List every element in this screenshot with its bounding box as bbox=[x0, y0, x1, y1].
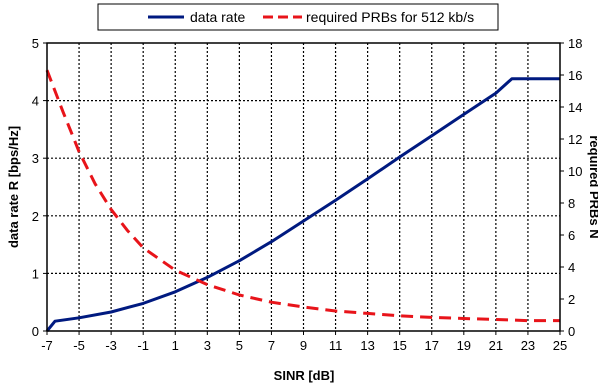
x-tick-label: -5 bbox=[73, 338, 85, 353]
y2-tick-label: 14 bbox=[568, 100, 582, 115]
x-tick-label: 19 bbox=[457, 338, 471, 353]
y-tick-label: 0 bbox=[32, 324, 39, 339]
y-axis-title: data rate R [bps/Hz] bbox=[6, 126, 21, 248]
x-tick-label: 7 bbox=[268, 338, 275, 353]
x-tick-label: 25 bbox=[553, 338, 567, 353]
x-tick-label: 23 bbox=[521, 338, 535, 353]
series-line-data-rate bbox=[45, 77, 560, 332]
y2-tick-label: 16 bbox=[568, 68, 582, 83]
x-tick-label: 11 bbox=[329, 338, 343, 353]
y2-tick-label: 12 bbox=[568, 132, 582, 147]
x-tick-label: -7 bbox=[41, 338, 53, 353]
y-tick-label: 1 bbox=[32, 266, 39, 281]
x-tick-labels: -7 -5 -3 -1 1 3 5 7 9 11 13 15 17 19 21 23 25 bbox=[41, 331, 567, 353]
y-tick-label: 4 bbox=[32, 94, 39, 109]
y-tick-label: 3 bbox=[32, 151, 39, 166]
x-tick-label: -1 bbox=[137, 338, 149, 353]
x-tick-label: 15 bbox=[392, 338, 406, 353]
x-tick-label: 13 bbox=[360, 338, 374, 353]
x-tick-label: 9 bbox=[300, 338, 307, 353]
legend-label-data-rate: data rate bbox=[190, 9, 245, 25]
series-line-required-prbs bbox=[45, 69, 560, 323]
y2-tick-label: 4 bbox=[568, 260, 575, 275]
y-tick-label: 2 bbox=[32, 209, 39, 224]
x-tick-label: 3 bbox=[204, 338, 211, 353]
x-tick-label: 21 bbox=[489, 338, 503, 353]
legend: data rate required PRBs for 512 kb/s bbox=[97, 3, 499, 31]
y2-tick-label: 10 bbox=[568, 164, 582, 179]
legend-label-prbs: required PRBs for 512 kb/s bbox=[306, 9, 474, 25]
y2-axis-title: required PRBs N bbox=[587, 135, 598, 238]
y2-tick-labels: 0 2 4 6 8 10 12 14 16 18 bbox=[560, 36, 582, 339]
x-axis-title: SINR [dB] bbox=[274, 368, 335, 383]
y2-tick-label: 18 bbox=[568, 36, 582, 51]
y-tick-labels: 0 1 2 3 4 5 bbox=[32, 36, 47, 339]
grid-layer bbox=[47, 43, 560, 331]
x-tick-label: 17 bbox=[425, 338, 439, 353]
x-tick-label: -3 bbox=[105, 338, 117, 353]
y2-tick-label: 6 bbox=[568, 228, 575, 243]
y2-tick-label: 0 bbox=[568, 324, 575, 339]
x-tick-label: 1 bbox=[172, 338, 179, 353]
y2-tick-label: 8 bbox=[568, 196, 575, 211]
y-tick-label: 5 bbox=[32, 36, 39, 51]
series-layer bbox=[45, 69, 560, 332]
y2-tick-label: 2 bbox=[568, 292, 575, 307]
x-tick-label: 5 bbox=[236, 338, 243, 353]
